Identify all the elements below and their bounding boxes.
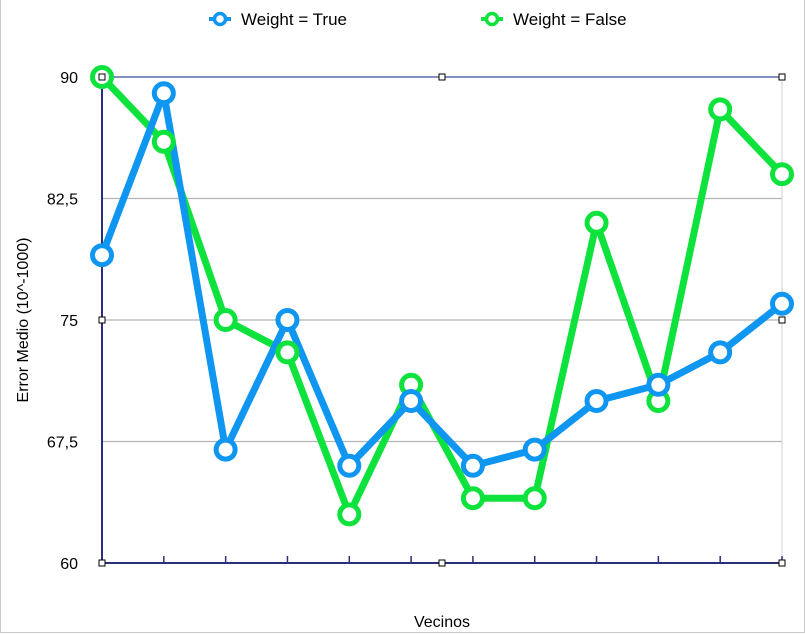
y-tick-label: 60 [60, 556, 78, 573]
series-line-1 [98, 73, 786, 518]
data-point [770, 291, 794, 316]
data-point [708, 340, 733, 365]
data-point [151, 129, 176, 154]
series-layer [90, 65, 794, 527]
data-point [399, 389, 424, 413]
x-axis-label: Vecinos [414, 614, 470, 631]
y-tick-label: 82,5 [47, 192, 78, 209]
y-axis-ticks: 60 67,5 75 82,5 90 [47, 70, 78, 573]
legend-swatch-marker [212, 11, 228, 27]
legend: Weight = True Weight = False [209, 10, 627, 29]
selection-handle [98, 316, 106, 324]
data-point [275, 340, 300, 365]
selection-handle [778, 559, 786, 567]
legend-label: Weight = True [241, 10, 347, 29]
selection-handles [98, 73, 786, 567]
data-point [213, 308, 238, 332]
data-point [584, 389, 609, 413]
data-point [337, 502, 362, 527]
data-point [275, 308, 300, 332]
data-point [460, 453, 485, 478]
y-axis-label: Error Medio (10^-1000) [15, 238, 32, 403]
selection-handle [778, 316, 786, 324]
y-tick-label: 75 [60, 313, 78, 330]
legend-swatch-marker [484, 11, 500, 27]
data-point [522, 437, 547, 462]
data-point [646, 372, 671, 397]
selection-handle [98, 559, 106, 567]
legend-label: Weight = False [513, 10, 627, 29]
data-point [337, 453, 362, 478]
data-point [90, 243, 114, 268]
y-tick-label: 67,5 [47, 435, 78, 452]
data-point [708, 97, 733, 122]
selection-handle [438, 559, 446, 567]
data-point [213, 437, 238, 462]
y-tick-label: 90 [60, 70, 78, 87]
selection-handle [98, 73, 106, 81]
selection-handle [438, 73, 446, 81]
selection-handle [778, 73, 786, 81]
series-line-0 [98, 89, 786, 470]
data-point [584, 210, 609, 235]
data-point [770, 162, 794, 187]
data-point [522, 486, 547, 511]
data-point [460, 486, 485, 511]
data-point [151, 81, 176, 106]
